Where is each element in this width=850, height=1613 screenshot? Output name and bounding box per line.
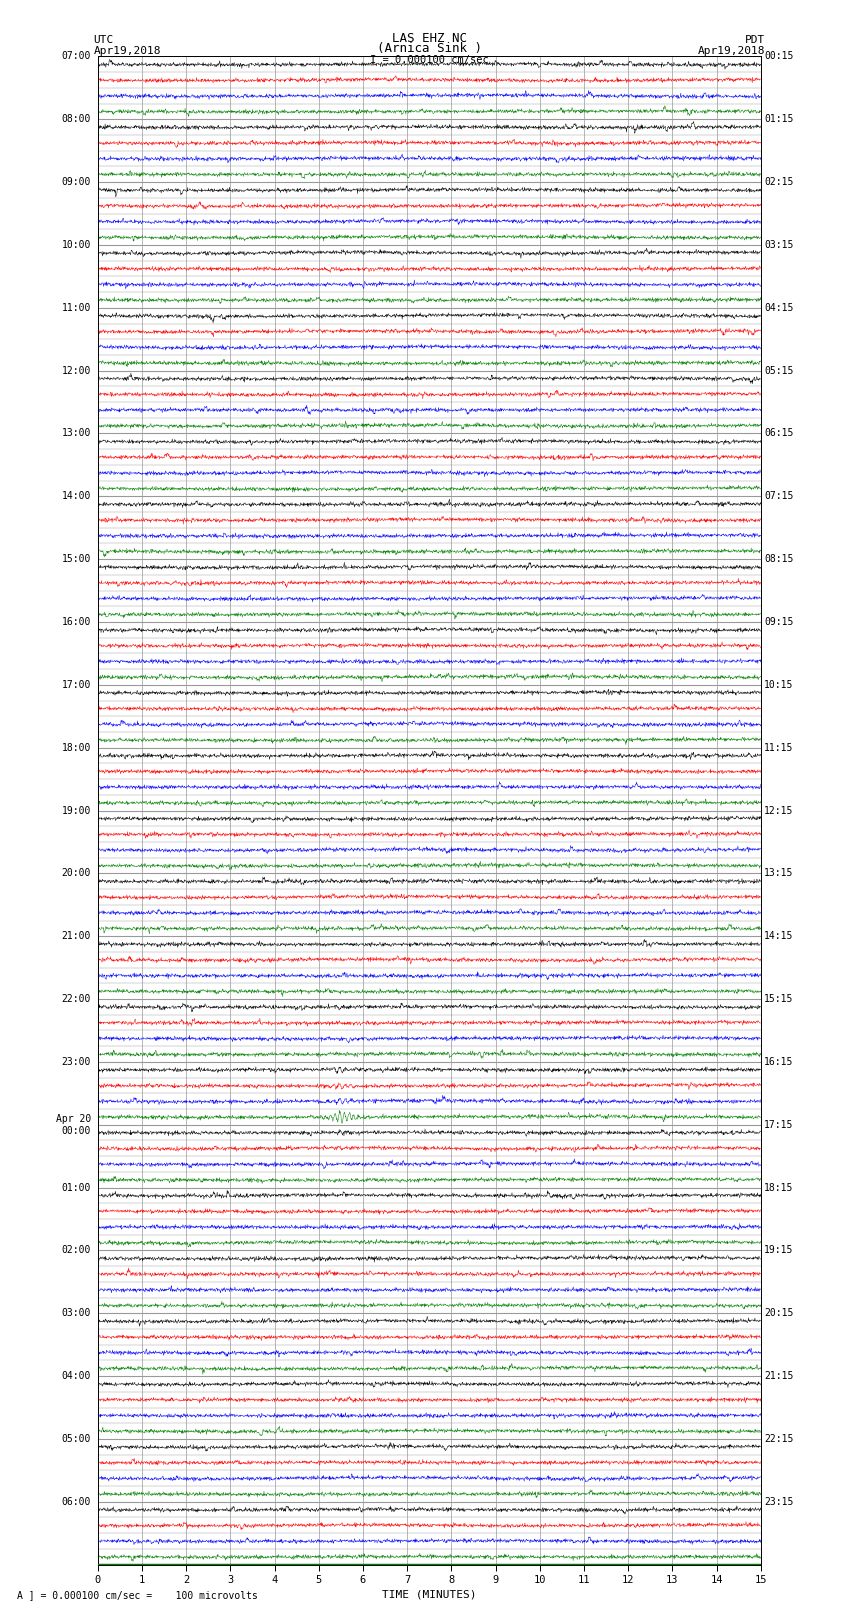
- Text: 15:00: 15:00: [62, 555, 91, 565]
- Text: 17:15: 17:15: [764, 1119, 793, 1129]
- Text: 21:00: 21:00: [62, 931, 91, 942]
- Text: 08:15: 08:15: [764, 555, 793, 565]
- Text: Apr19,2018: Apr19,2018: [94, 47, 161, 56]
- Text: Apr 20
00:00: Apr 20 00:00: [56, 1115, 91, 1136]
- Text: 12:00: 12:00: [62, 366, 91, 376]
- Text: 07:00: 07:00: [62, 52, 91, 61]
- Text: 17:00: 17:00: [62, 679, 91, 690]
- Text: A ] = 0.000100 cm/sec =    100 microvolts: A ] = 0.000100 cm/sec = 100 microvolts: [17, 1590, 258, 1600]
- Text: 11:00: 11:00: [62, 303, 91, 313]
- Text: Apr19,2018: Apr19,2018: [698, 47, 765, 56]
- Text: 19:00: 19:00: [62, 805, 91, 816]
- Text: 09:15: 09:15: [764, 618, 793, 627]
- Text: 14:00: 14:00: [62, 492, 91, 502]
- Text: 10:15: 10:15: [764, 679, 793, 690]
- Text: LAS EHZ NC: LAS EHZ NC: [392, 32, 467, 45]
- Text: 05:00: 05:00: [62, 1434, 91, 1444]
- Text: 15:15: 15:15: [764, 994, 793, 1003]
- Text: 12:15: 12:15: [764, 805, 793, 816]
- Text: 04:15: 04:15: [764, 303, 793, 313]
- Text: 07:15: 07:15: [764, 492, 793, 502]
- Text: 00:15: 00:15: [764, 52, 793, 61]
- Text: 01:15: 01:15: [764, 115, 793, 124]
- Text: 05:15: 05:15: [764, 366, 793, 376]
- Text: I = 0.000100 cm/sec: I = 0.000100 cm/sec: [370, 55, 489, 65]
- Text: 06:15: 06:15: [764, 429, 793, 439]
- Text: 06:00: 06:00: [62, 1497, 91, 1507]
- Text: 08:00: 08:00: [62, 115, 91, 124]
- Text: 11:15: 11:15: [764, 742, 793, 753]
- Text: 22:15: 22:15: [764, 1434, 793, 1444]
- Text: 16:15: 16:15: [764, 1057, 793, 1066]
- Text: 14:15: 14:15: [764, 931, 793, 942]
- Text: 21:15: 21:15: [764, 1371, 793, 1381]
- Text: 10:00: 10:00: [62, 240, 91, 250]
- Text: 02:00: 02:00: [62, 1245, 91, 1255]
- Text: 18:15: 18:15: [764, 1182, 793, 1192]
- Text: 22:00: 22:00: [62, 994, 91, 1003]
- Text: 23:00: 23:00: [62, 1057, 91, 1066]
- Text: 19:15: 19:15: [764, 1245, 793, 1255]
- Text: 13:00: 13:00: [62, 429, 91, 439]
- Text: 23:15: 23:15: [764, 1497, 793, 1507]
- Text: UTC: UTC: [94, 35, 114, 45]
- Text: 01:00: 01:00: [62, 1182, 91, 1192]
- Text: 20:15: 20:15: [764, 1308, 793, 1318]
- Text: 18:00: 18:00: [62, 742, 91, 753]
- Text: 16:00: 16:00: [62, 618, 91, 627]
- Text: 03:00: 03:00: [62, 1308, 91, 1318]
- Text: 20:00: 20:00: [62, 868, 91, 879]
- Text: 02:15: 02:15: [764, 177, 793, 187]
- Text: 09:00: 09:00: [62, 177, 91, 187]
- Text: 03:15: 03:15: [764, 240, 793, 250]
- X-axis label: TIME (MINUTES): TIME (MINUTES): [382, 1589, 477, 1598]
- Text: PDT: PDT: [745, 35, 765, 45]
- Text: (Arnica Sink ): (Arnica Sink ): [377, 42, 482, 55]
- Text: 13:15: 13:15: [764, 868, 793, 879]
- Text: 04:00: 04:00: [62, 1371, 91, 1381]
